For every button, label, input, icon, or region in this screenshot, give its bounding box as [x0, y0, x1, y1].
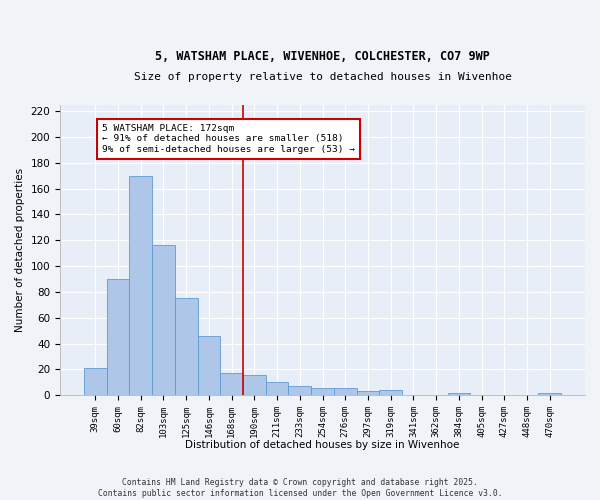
Title: Size of property relative to detached houses in Wivenhoe: Size of property relative to detached ho…	[134, 72, 512, 82]
Bar	[220, 374, 243, 395]
Bar	[152, 246, 175, 395]
Bar	[311, 388, 334, 395]
Y-axis label: Number of detached properties: Number of detached properties	[15, 168, 25, 332]
Bar	[197, 336, 220, 395]
Text: 5, WATSHAM PLACE, WIVENHOE, COLCHESTER, CO7 9WP: 5, WATSHAM PLACE, WIVENHOE, COLCHESTER, …	[155, 50, 490, 63]
Bar	[266, 382, 289, 395]
Bar	[379, 390, 402, 395]
X-axis label: Distribution of detached houses by size in Wivenhoe: Distribution of detached houses by size …	[185, 440, 460, 450]
Bar	[289, 386, 311, 395]
Bar	[107, 279, 130, 395]
Text: 5 WATSHAM PLACE: 172sqm
← 91% of detached houses are smaller (518)
9% of semi-de: 5 WATSHAM PLACE: 172sqm ← 91% of detache…	[102, 124, 355, 154]
Bar	[334, 388, 356, 395]
Bar	[175, 298, 197, 395]
Bar	[84, 368, 107, 395]
Text: Contains HM Land Registry data © Crown copyright and database right 2025.
Contai: Contains HM Land Registry data © Crown c…	[98, 478, 502, 498]
Bar	[538, 392, 561, 395]
Bar	[448, 392, 470, 395]
Bar	[356, 392, 379, 395]
Bar	[130, 176, 152, 395]
Bar	[243, 374, 266, 395]
